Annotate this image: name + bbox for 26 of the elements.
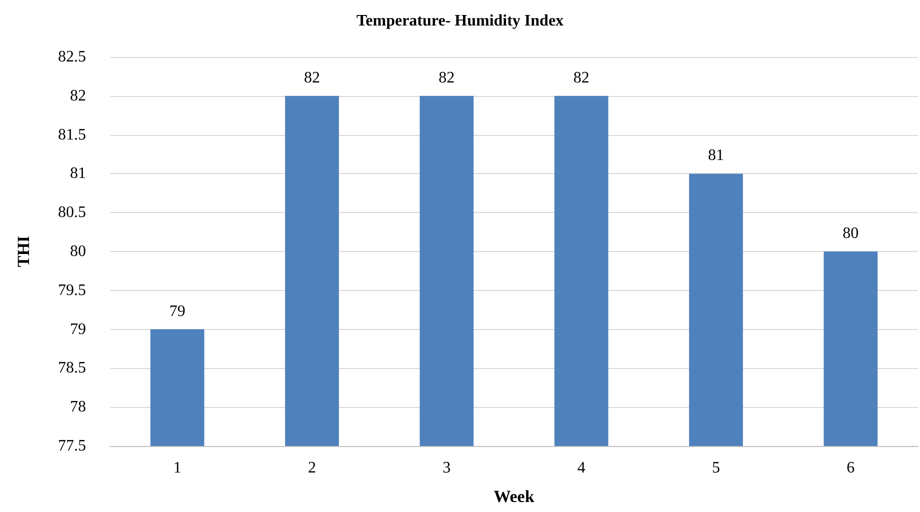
y-tick-label: 81 bbox=[70, 165, 86, 182]
data-label: 80 bbox=[842, 225, 859, 242]
y-tick-label: 79 bbox=[70, 320, 86, 338]
y-tick-label: 81.5 bbox=[58, 126, 86, 144]
x-tick-label: 4 bbox=[577, 460, 586, 476]
data-label: 82 bbox=[573, 69, 590, 86]
data-label: 82 bbox=[304, 69, 320, 86]
y-tick-label: 77.5 bbox=[58, 438, 86, 454]
y-tick-label: 78 bbox=[70, 398, 86, 416]
y-tick-label: 78.5 bbox=[58, 360, 86, 377]
chart-title: Temperature- Humidity Index bbox=[356, 12, 564, 30]
y-tick-label: 82.5 bbox=[58, 48, 86, 66]
data-label: 79 bbox=[169, 302, 186, 320]
y-tick-label: 80 bbox=[70, 243, 86, 260]
x-tick-label: 3 bbox=[442, 460, 451, 476]
data-label: 81 bbox=[708, 147, 724, 164]
x-tick-label: 1 bbox=[173, 460, 182, 476]
y-axis-title: THI bbox=[14, 236, 33, 268]
y-tick-label: 79.5 bbox=[58, 282, 86, 299]
x-tick-label: 2 bbox=[308, 460, 316, 476]
x-axis-title: Week bbox=[494, 487, 535, 506]
x-tick-label: 6 bbox=[846, 460, 855, 476]
x-tick-label: 5 bbox=[712, 460, 720, 476]
y-tick-label: 82 bbox=[70, 87, 86, 104]
y-tick-label: 80.5 bbox=[58, 204, 86, 222]
data-label: 82 bbox=[438, 69, 455, 86]
